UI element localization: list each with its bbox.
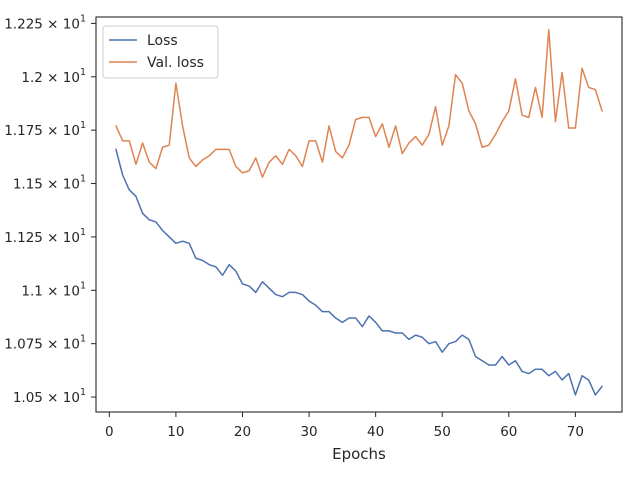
legend-label: Val. loss [147,55,204,71]
y-tick-mantissa: 1.225 [4,16,43,32]
x-axis-label: Epochs [332,445,386,463]
y-tick-mantissa: 1.175 [4,123,43,139]
y-tick-mantissa: 1.2 [21,70,42,86]
y-tick-exponent: 1 [80,280,86,291]
y-tick-times: × 10 [43,16,80,32]
y-tick-mantissa: 1.05 [13,390,43,406]
x-tick-label: 0 [105,424,114,440]
y-tick-label: 1.225 × 101 [4,13,86,32]
x-tick-label: 60 [500,424,517,440]
y-tick-exponent: 1 [80,120,86,131]
x-tick-label: 10 [167,424,184,440]
y-tick-exponent: 1 [80,334,86,345]
y-tick-times: × 10 [43,177,80,193]
y-tick-label: 1.125 × 101 [4,227,86,246]
y-tick-exponent: 1 [80,387,86,398]
y-tick-mantissa: 1.075 [4,337,43,353]
y-tick-label: 1.2 × 101 [21,67,86,86]
y-tick-exponent: 1 [80,174,86,185]
y-tick-exponent: 1 [80,67,86,78]
series-line-val-loss [115,29,603,178]
y-tick-times: × 10 [43,123,80,139]
y-tick-label: 1.1 × 101 [21,280,86,299]
y-tick-times: × 10 [43,337,80,353]
y-tick-label: 1.175 × 101 [4,120,86,139]
y-tick-label: 1.05 × 101 [13,387,86,406]
y-tick-exponent: 1 [80,227,86,238]
x-tick-label: 30 [300,424,317,440]
y-tick-times: × 10 [43,230,80,246]
y-tick-times: × 10 [43,390,80,406]
y-tick-mantissa: 1.15 [13,177,43,193]
axes-frame [95,16,623,413]
series-line-loss [115,148,603,396]
y-tick-times: × 10 [43,70,80,86]
y-tick-exponent: 1 [80,13,86,24]
y-tick-label: 1.15 × 101 [13,174,86,193]
x-tick-label: 40 [367,424,384,440]
series-layer [115,29,603,396]
x-axis: 0 10 20 30 40 50 60 70 [105,412,584,440]
legend-label: Loss [147,33,178,49]
x-tick-label: 20 [234,424,251,440]
legend-box [102,25,219,79]
legend: Loss Val. loss [102,25,219,79]
y-tick-times: × 10 [43,283,80,299]
y-tick-mantissa: 1.1 [21,283,42,299]
y-tick-label: 1.075 × 101 [4,334,86,353]
x-tick-label: 50 [434,424,451,440]
y-tick-mantissa: 1.125 [4,230,43,246]
x-tick-label: 70 [567,424,584,440]
